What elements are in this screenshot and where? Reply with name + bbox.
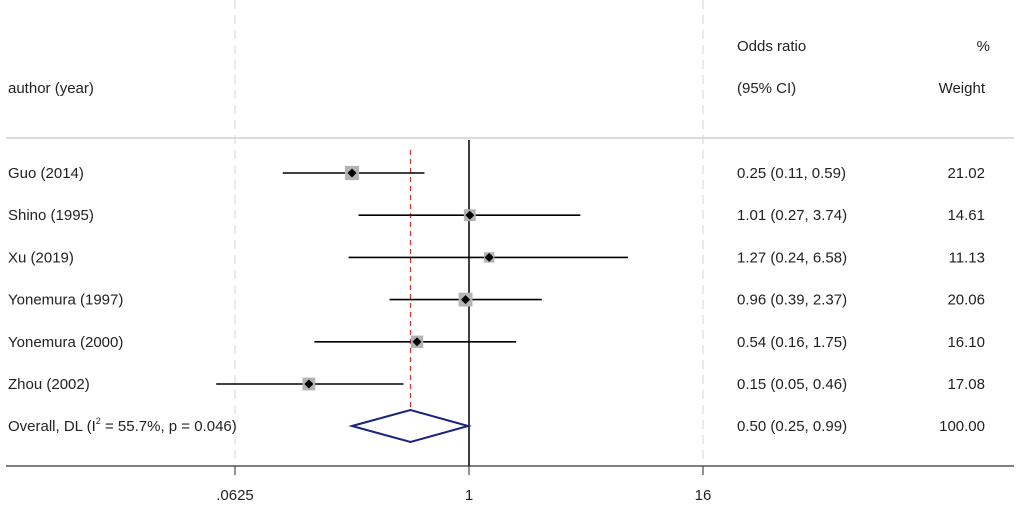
point-estimate [484,252,494,262]
study-ci-text: 0.15 (0.05, 0.46) [737,376,847,393]
point-estimate [304,379,314,389]
grid-lines [234,0,704,466]
study-ci-text: 0.54 (0.16, 1.75) [737,334,847,351]
study-row: Xu (2019) 1.27 (0.24, 6.58) 11.13 [8,249,985,266]
study-weight-text: 17.08 [947,376,985,393]
header-weight-line2: Weight [939,80,986,97]
study-weight-text: 16.10 [947,334,985,351]
point-estimate [412,337,422,347]
study-row: Zhou (2002) 0.15 (0.05, 0.46) 17.08 [8,376,985,393]
header-study: author (year) [8,80,94,97]
study-rows: Guo (2014) 0.25 (0.11, 0.59) 21.02 Shino (1… [8,165,985,393]
study-weight-text: 21.02 [947,165,985,182]
header-effect-line2: (95% CI) [737,80,796,97]
study-row: Shino (1995) 1.01 (0.27, 3.74) 14.61 [8,207,985,224]
point-estimate [465,210,475,220]
overall-diamond [348,408,472,444]
x-axis-ticks: .0625 1 16 [216,466,711,504]
study-ci-text: 1.01 (0.27, 3.74) [737,207,847,224]
study-ci-text: 1.27 (0.24, 6.58) [737,249,847,266]
x-tick-label: 16 [695,487,712,504]
study-label: Yonemura (1997) [8,292,123,309]
study-weight-text: 14.61 [947,207,985,224]
study-label: Xu (2019) [8,249,74,266]
study-weight-text: 11.13 [949,249,985,266]
overall-label: Overall, DL (I2 = 55.7%, p = 0.046) [8,416,237,435]
study-weight-text: 20.06 [947,292,985,309]
x-tick-label: 1 [465,487,473,504]
overall-ci-text: 0.50 (0.25, 0.99) [737,418,847,435]
study-row: Yonemura (2000) 0.54 (0.16, 1.75) 16.10 [8,334,985,351]
study-label: Yonemura (2000) [8,334,123,351]
header-weight-line1: % [977,38,990,55]
study-ci-text: 0.25 (0.11, 0.59) [737,165,846,182]
header-effect-line1: Odds ratio [737,38,806,55]
x-tick-label: .0625 [216,487,254,504]
study-row: Guo (2014) 0.25 (0.11, 0.59) 21.02 [8,165,985,182]
point-estimate [461,295,471,305]
point-estimate [347,168,357,178]
study-label: Zhou (2002) [8,376,90,393]
study-row: Yonemura (1997) 0.96 (0.39, 2.37) 20.06 [8,292,985,309]
overall-weight-text: 100.00 [939,418,985,435]
study-label: Shino (1995) [8,207,94,224]
study-label: Guo (2014) [8,165,84,182]
study-ci-text: 0.96 (0.39, 2.37) [737,292,847,309]
